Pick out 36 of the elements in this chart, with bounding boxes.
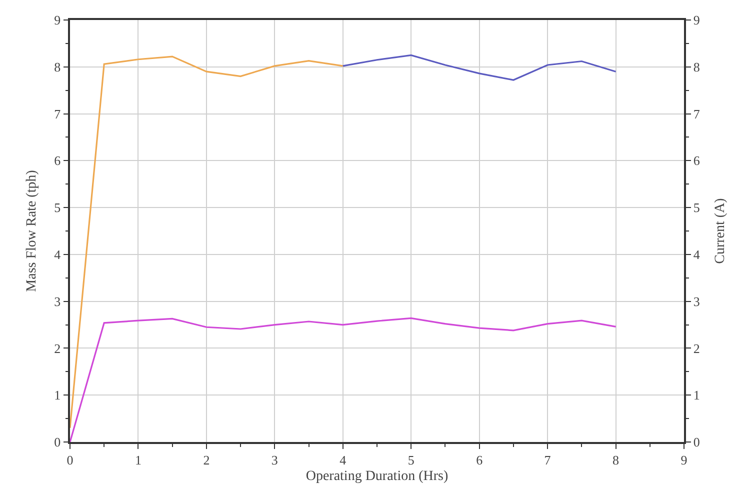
y2-tick-label: 3 (693, 294, 700, 309)
y-tick-label: 5 (54, 200, 61, 216)
x-tick-label: 4 (340, 452, 347, 468)
x-axis-title: Operating Duration (Hrs) (306, 469, 448, 484)
y-tick-label: 7 (54, 106, 62, 122)
y2-tick-label: 7 (693, 106, 700, 122)
line-series (70, 317, 617, 442)
y2-tick-label: 1 (693, 388, 700, 403)
y-tick-label: 4 (54, 246, 62, 262)
y-tick-label: 2 (54, 340, 61, 356)
x-tick-label: 3 (271, 452, 278, 468)
x-tick-label: 6 (476, 452, 484, 468)
x-tick-label: 5 (408, 452, 414, 468)
y-tick-label: 6 (54, 153, 62, 168)
y2-tick-label: 8 (693, 59, 700, 74)
x-tick-label: 8 (612, 452, 620, 468)
y2-tick-label: 0 (693, 434, 700, 450)
y-tick-label: 3 (54, 294, 61, 309)
y2-tick-label: 9 (693, 12, 700, 28)
x-tick-label: 0 (66, 452, 74, 468)
x-tick-label: 2 (203, 452, 210, 468)
x-tick-label: 7 (544, 452, 552, 468)
line-series (342, 54, 617, 81)
y2-tick-label: 6 (693, 153, 700, 168)
y2-tick-label: 5 (693, 200, 700, 216)
y-axis-title: Mass Flow Rate (tph) (24, 170, 40, 292)
y2-axis-title: Current (A) (713, 198, 728, 264)
y-tick-label: 8 (54, 59, 61, 74)
y-tick-label: 0 (54, 434, 61, 450)
x-tick-label: 9 (680, 452, 688, 468)
y-tick-label: 1 (54, 388, 61, 403)
y2-tick-label: 4 (693, 246, 700, 262)
y-tick-label: 9 (54, 12, 61, 28)
y2-tick-label: 2 (693, 340, 700, 356)
x-tick-label: 1 (134, 452, 142, 468)
line-series (70, 56, 344, 429)
